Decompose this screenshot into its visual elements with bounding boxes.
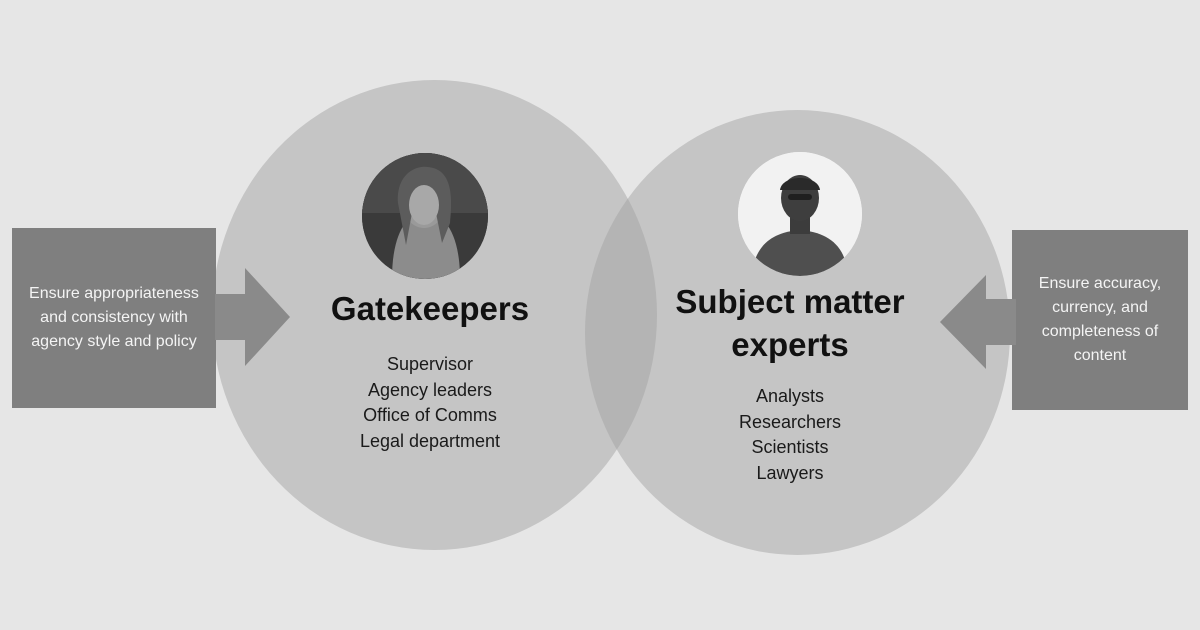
list-item: Office of Comms [363,405,497,425]
list-item: Agency leaders [367,379,493,400]
experts-role-list: Analysts Researchers Scientists Lawyers [670,384,910,486]
gatekeeper-avatar [362,153,488,279]
list-item: Analysts [755,386,825,406]
list-item: Scientists [751,437,829,457]
gatekeepers-note: Ensure appropriateness and consistency w… [29,285,199,350]
experts-title: Subject matter experts [675,283,905,363]
experts-note: Ensure accuracy, currency, and completen… [1038,275,1162,364]
gatekeepers-title: Gatekeepers [330,290,530,327]
person-photo-icon [362,153,488,279]
experts-note-box: Ensure accuracy, currency, and completen… [1012,230,1188,410]
person-photo-icon [738,152,862,276]
list-item: Legal department [359,430,501,451]
list-item: Lawyers [756,462,824,483]
gatekeepers-role-list: Supervisor Agency leaders Office of Comm… [310,352,550,454]
gatekeepers-note-box: Ensure appropriateness and consistency w… [12,228,216,408]
list-item: Supervisor [386,354,474,374]
expert-avatar [738,152,862,276]
arrow-right-icon [215,268,290,366]
arrow-left-icon [940,275,1016,369]
list-item: Researchers [738,411,842,432]
